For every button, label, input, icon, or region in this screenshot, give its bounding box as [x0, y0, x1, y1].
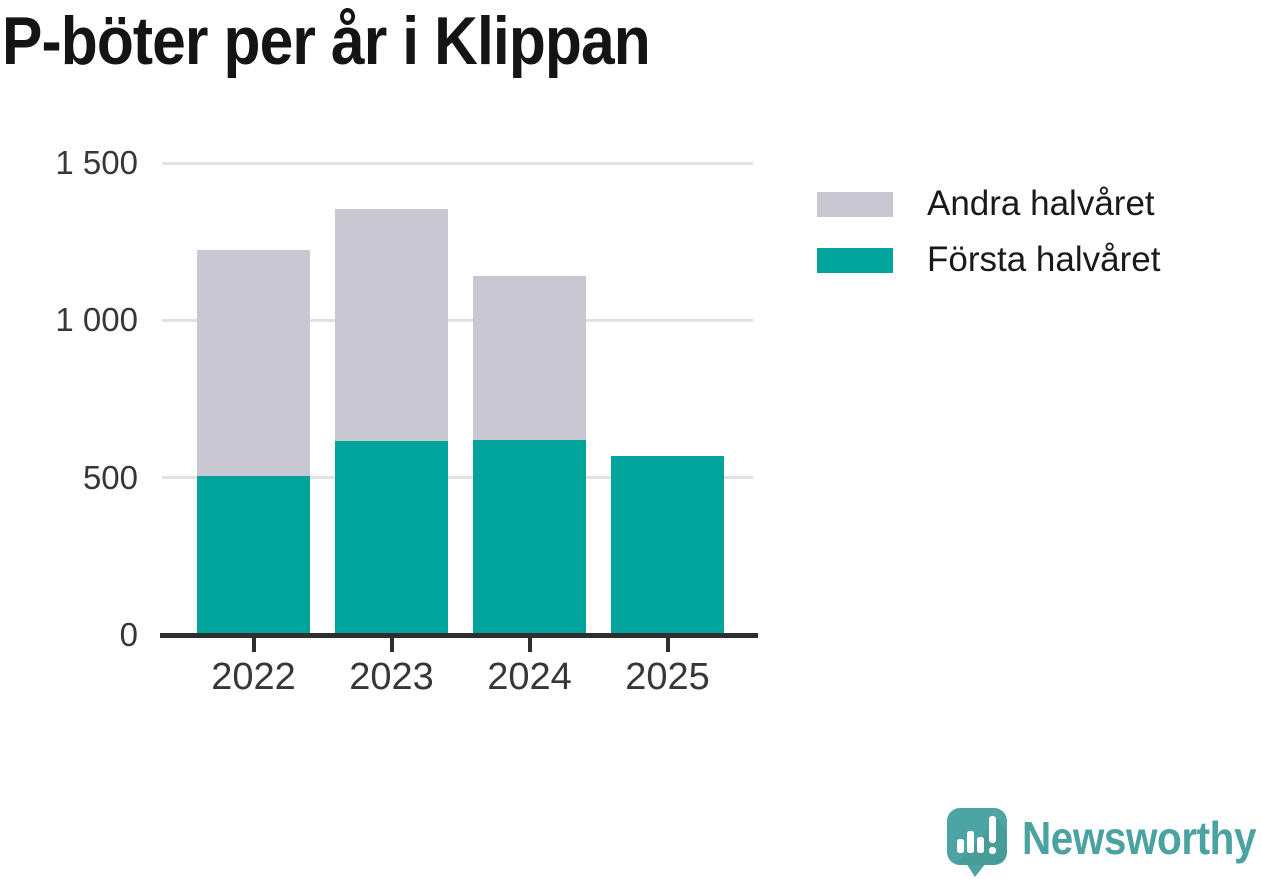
legend-label-andra-halvaret: Andra halvåret	[927, 184, 1155, 223]
bar-segment-andra-halvaret-2022	[197, 249, 310, 477]
newsworthy-logo: Newsworthy	[946, 806, 1262, 878]
gridline-1500	[162, 161, 753, 165]
bar-segment-forsta-halvaret-2023	[335, 441, 448, 635]
x-axis-label-2024: 2024	[487, 656, 572, 698]
bar-segment-forsta-halvaret-2022	[197, 476, 310, 635]
y-axis-tick-label: 1 000	[55, 301, 138, 339]
x-axis-label-2025: 2025	[625, 656, 710, 698]
x-axis-label-2023: 2023	[349, 656, 434, 698]
newsworthy-logo-text: Newsworthy	[1022, 812, 1257, 864]
legend-item-forsta-halvaret: Första halvåret	[817, 240, 1161, 279]
legend-label-forsta-halvaret: Första halvåret	[927, 240, 1161, 279]
y-axis-tick-label: 500	[82, 458, 138, 496]
y-axis-tick-label: 1 500	[55, 144, 138, 181]
newsworthy-logo-icon	[947, 808, 1007, 877]
x-axis-tick-2025	[665, 638, 670, 652]
x-axis-label-2022: 2022	[211, 656, 296, 698]
bar-segment-forsta-halvaret-2025	[611, 455, 724, 635]
gridline-500	[162, 476, 753, 480]
legend: Andra halvåret Första halvåret	[817, 184, 1161, 298]
bar-chart-glyph	[957, 831, 984, 853]
y-axis-tick-label: 0	[119, 616, 138, 653]
gridline-1000	[162, 318, 753, 322]
exclamation-mark	[989, 816, 996, 854]
chart-title: P-böter per år i Klippan	[2, 3, 651, 79]
bar-segment-forsta-halvaret-2024	[473, 439, 586, 635]
x-axis-line	[160, 633, 758, 638]
legend-swatch-andra-halvaret	[817, 191, 893, 217]
x-axis-tick-2024	[527, 638, 532, 652]
bar-segment-andra-halvaret-2024	[473, 276, 586, 440]
bar-segment-andra-halvaret-2023	[335, 208, 448, 442]
x-axis-tick-2022	[251, 638, 256, 652]
legend-item-andra-halvaret: Andra halvåret	[817, 184, 1160, 223]
legend-swatch-forsta-halvaret	[817, 247, 893, 273]
x-axis-tick-2023	[389, 638, 394, 652]
